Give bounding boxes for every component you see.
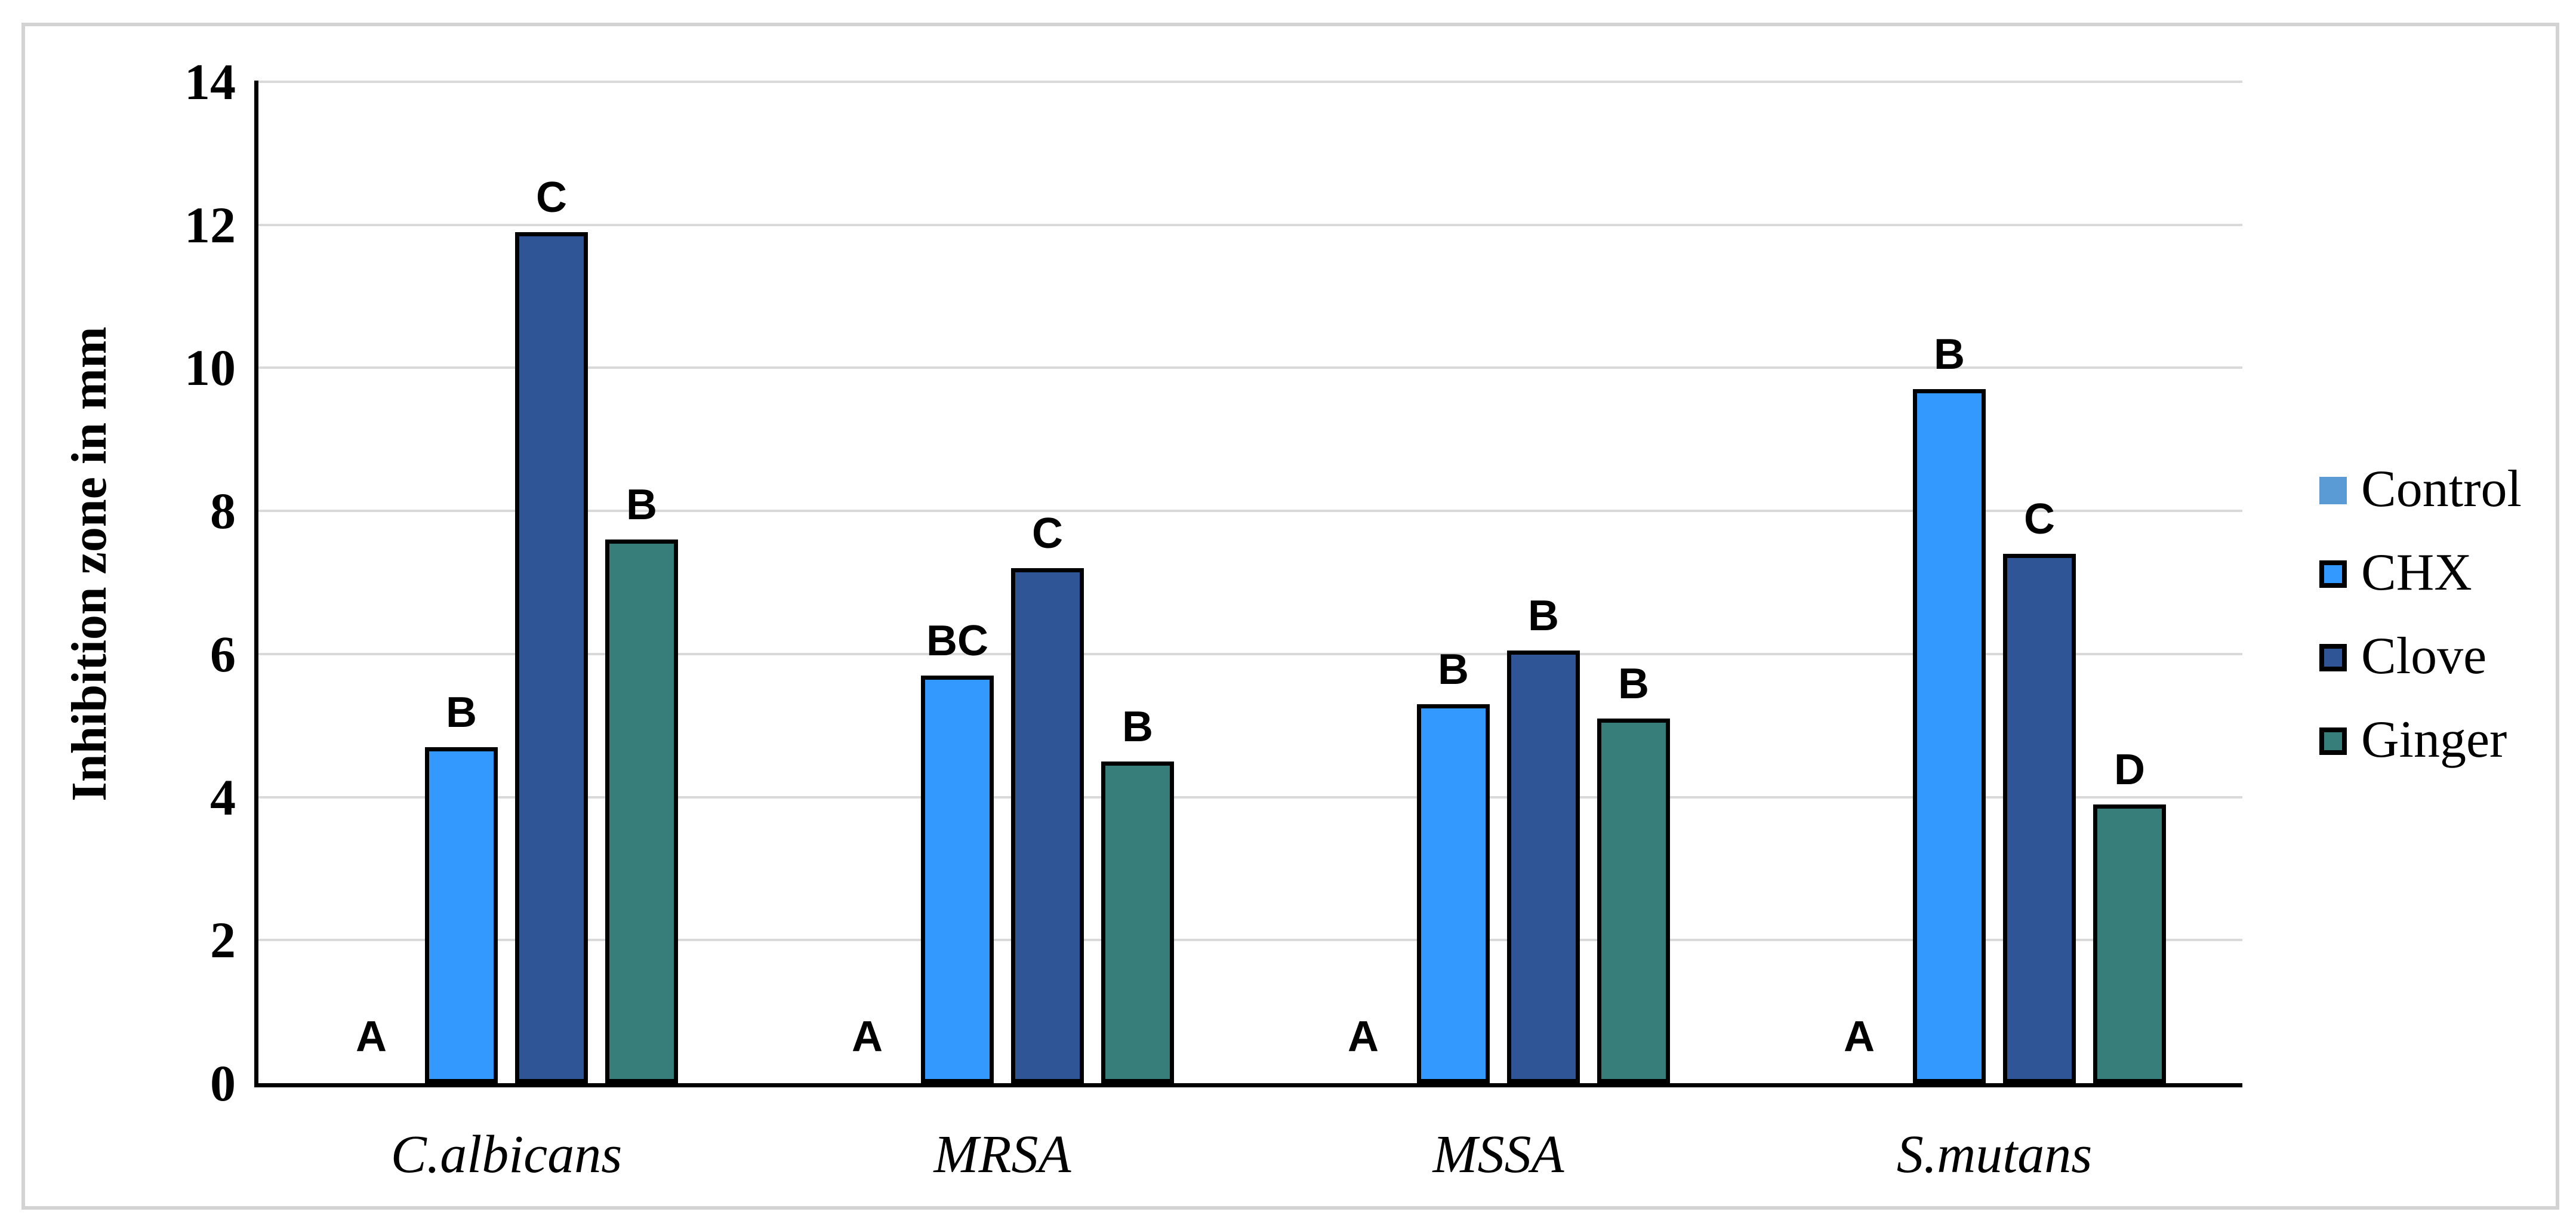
y-tick-label-4: 4 <box>210 768 236 826</box>
sig-label-control-c-albicans: A <box>356 1013 387 1060</box>
sig-label-control-mrsa: A <box>852 1013 883 1060</box>
bar-ginger-s-mutans <box>2093 804 2166 1083</box>
sig-label-clove-mrsa: C <box>1032 510 1063 558</box>
sig-label-ginger-c-albicans: B <box>626 481 657 529</box>
bar-chx-mssa <box>1417 704 1490 1083</box>
sig-label-control-s-mutans: A <box>1844 1013 1875 1060</box>
legend-swatch-ginger <box>2319 727 2347 755</box>
x-axis-label-mssa: MSSA <box>1432 1125 1564 1184</box>
y-tick-label-12: 12 <box>184 196 236 254</box>
y-tick-label-14: 14 <box>184 53 236 110</box>
gridline-y14 <box>258 81 2242 83</box>
sig-label-clove-c-albicans: C <box>536 173 567 221</box>
sig-label-clove-mssa: B <box>1528 591 1559 640</box>
legend-swatch-chx <box>2319 560 2347 588</box>
x-axis-line <box>254 1083 2242 1087</box>
legend-label-clove: Clove <box>2361 627 2487 685</box>
bar-clove-mrsa <box>1011 568 1084 1083</box>
bar-ginger-mssa <box>1597 718 1670 1083</box>
legend-swatch-clove <box>2319 644 2347 671</box>
legend-label-ginger: Ginger <box>2361 711 2507 769</box>
bar-ginger-mrsa <box>1101 761 1174 1083</box>
gridline-y8 <box>258 510 2242 513</box>
bar-chx-mrsa <box>921 675 994 1083</box>
sig-label-chx-s-mutans: B <box>1934 331 1965 379</box>
sig-label-chx-mrsa: BC <box>926 616 988 665</box>
x-axis-label-c-albicans: C.albicans <box>390 1125 623 1184</box>
y-tick-label-10: 10 <box>184 339 236 397</box>
x-axis-label-s-mutans: S.mutans <box>1896 1125 2093 1184</box>
gridline-y4 <box>258 796 2242 799</box>
legend-swatch-control <box>2319 477 2347 504</box>
bar-chx-c-albicans <box>425 747 498 1083</box>
bar-chx-s-mutans <box>1913 389 1986 1083</box>
bar-clove-s-mutans <box>2003 554 2076 1083</box>
legend-label-control: Control <box>2361 460 2522 518</box>
bar-clove-c-albicans <box>515 232 588 1083</box>
gridline-y10 <box>258 366 2242 369</box>
y-tick-label-6: 6 <box>210 625 236 683</box>
sig-label-ginger-mssa: B <box>1618 659 1649 708</box>
y-axis-title: Inhibition zone in mm <box>61 326 117 801</box>
x-axis-label-mrsa: MRSA <box>933 1125 1071 1184</box>
gridline-y6 <box>258 652 2242 655</box>
sig-label-chx-mssa: B <box>1438 645 1469 693</box>
sig-label-control-mssa: A <box>1348 1013 1379 1060</box>
sig-label-clove-s-mutans: C <box>2024 495 2055 544</box>
sig-label-chx-c-albicans: B <box>446 688 477 736</box>
y-tick-label-0: 0 <box>210 1055 236 1112</box>
sig-label-ginger-mrsa: B <box>1122 702 1153 751</box>
y-tick-label-2: 2 <box>210 911 236 969</box>
bar-ginger-c-albicans <box>605 539 678 1083</box>
sig-label-ginger-s-mutans: D <box>2114 745 2145 794</box>
legend-label-chx: CHX <box>2361 544 2472 602</box>
y-tick-label-8: 8 <box>210 482 236 540</box>
bar-clove-mssa <box>1507 650 1580 1083</box>
gridline-y12 <box>258 223 2242 226</box>
gridline-y2 <box>258 939 2242 942</box>
y-axis-line <box>254 81 258 1087</box>
